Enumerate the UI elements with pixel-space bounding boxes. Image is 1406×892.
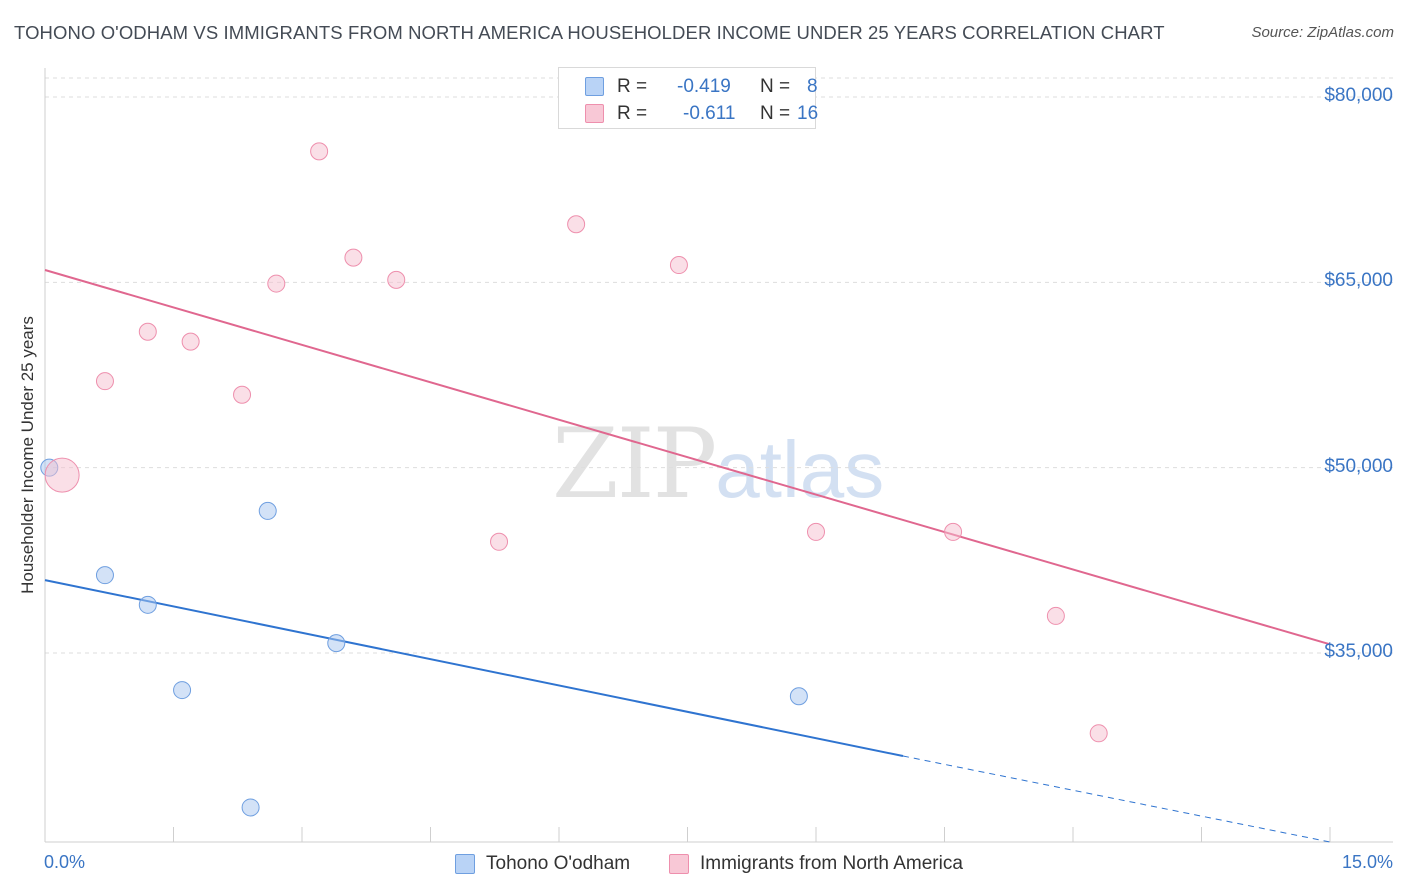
point-immigrants [807,522,825,541]
n-label: N = [760,76,791,97]
point-immigrants [181,332,200,351]
point-immigrants [944,522,963,541]
point-immigrants [669,256,688,275]
point-immigrants [267,274,286,293]
r-value: -0.611 [683,103,736,124]
point-tohono [789,687,808,706]
point-immigrants [567,215,586,234]
gridlines [45,77,1393,654]
x-tick-label-min: 0.0% [44,852,86,872]
y-tick-label: $65,000 [1324,270,1393,292]
y-tick-label: $80,000 [1324,85,1393,106]
y-tick-label: $35,000 [1324,641,1393,662]
point-tohono [241,798,260,817]
x-tick-label-max: 15.0% [1341,852,1393,872]
point-immigrants [44,457,80,493]
chart-title: TOHONO O'ODHAM VS IMMIGRANTS FROM NORTH … [14,22,1165,43]
n-value: 8 [807,76,818,97]
trendline-immigrants [44,269,1331,646]
r-value: -0.419 [677,76,731,97]
trendline-tohono [44,579,904,757]
trendlines [44,269,1331,843]
immigrants-swatch [585,104,604,123]
watermark-atlas: atlas [715,425,885,514]
point-immigrants [1089,724,1108,743]
n-label: N = [760,103,791,124]
legend-label: Immigrants from North America [700,853,963,874]
tohono-swatch [455,854,475,874]
tohono-swatch [585,77,604,96]
point-immigrants [233,385,252,404]
y-axis-label: Householder Income Under 25 years [18,316,37,594]
axes [44,68,1393,843]
point-immigrants [95,372,114,391]
point-immigrants [1046,606,1065,625]
trendline-tohono-extension [902,755,1331,843]
point-tohono [258,501,277,520]
point-immigrants [490,532,509,551]
point-tohono [138,595,157,614]
y-tick-label: $50,000 [1324,455,1393,477]
point-immigrants [310,142,329,161]
point-tohono [173,681,192,700]
point-immigrants [387,270,406,289]
source-label: Source: ZipAtlas.com [1251,24,1394,41]
point-immigrants [138,322,157,341]
r-label: R = [617,103,648,124]
point-immigrants [344,248,363,267]
point-tohono [95,566,114,585]
r-label: R = [617,76,648,97]
legend-label: Tohono O'odham [486,853,631,874]
point-tohono [327,634,346,653]
immigrants-swatch [669,854,689,874]
data-points [40,142,1108,817]
correlation-legend: R = -0.419 N = 8 R = -0.611 N = 16 [558,67,819,129]
watermark: ZIPatlas [552,408,884,520]
n-value: 16 [797,103,819,124]
